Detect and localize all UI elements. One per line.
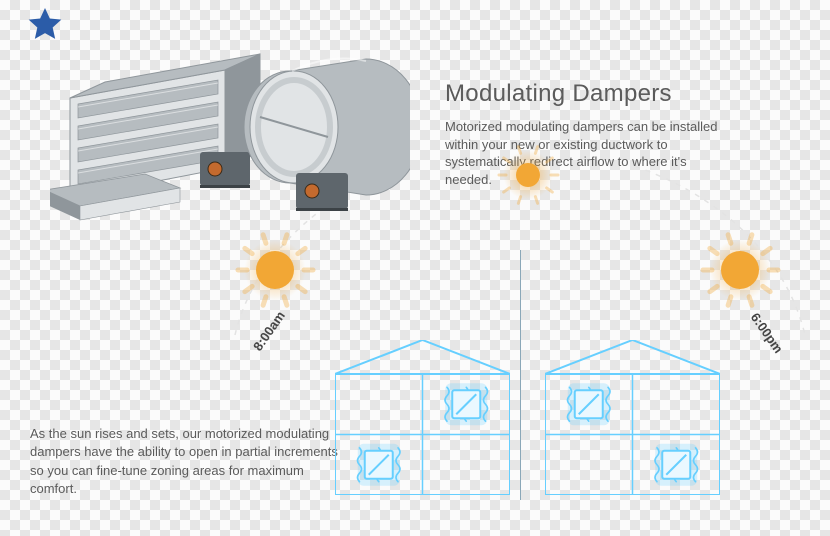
house-pm-diagram [545, 340, 720, 495]
stage: Modulating Dampers Motorized modulating … [0, 0, 830, 536]
caption-text: As the sun rises and sets, our motorized… [30, 425, 340, 498]
time-divider [520, 250, 521, 500]
round-damper-icon [244, 59, 410, 211]
page-title: Modulating Dampers [445, 80, 805, 108]
sun-noon-icon [516, 163, 540, 187]
rect-damper-icon [50, 54, 260, 220]
product-illustration [50, 35, 410, 230]
house-am-diagram [335, 340, 510, 495]
sun-morning-icon [256, 251, 294, 289]
sun-evening-icon [721, 251, 759, 289]
